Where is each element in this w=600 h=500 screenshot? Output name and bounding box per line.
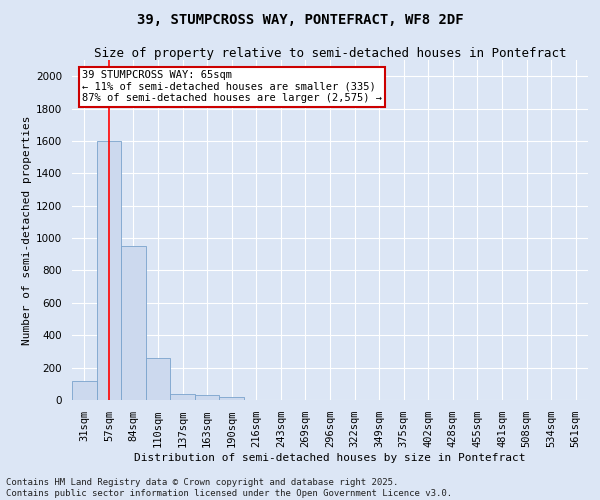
Bar [195,395,220,400]
Bar [170,394,195,400]
Y-axis label: Number of semi-detached properties: Number of semi-detached properties [22,116,32,345]
Title: Size of property relative to semi-detached houses in Pontefract: Size of property relative to semi-detach… [94,47,566,60]
Bar [220,397,244,400]
X-axis label: Distribution of semi-detached houses by size in Pontefract: Distribution of semi-detached houses by … [134,453,526,463]
Bar [72,380,97,400]
Text: Contains HM Land Registry data © Crown copyright and database right 2025.
Contai: Contains HM Land Registry data © Crown c… [6,478,452,498]
Text: 39, STUMPCROSS WAY, PONTEFRACT, WF8 2DF: 39, STUMPCROSS WAY, PONTEFRACT, WF8 2DF [137,12,463,26]
Text: 39 STUMPCROSS WAY: 65sqm
← 11% of semi-detached houses are smaller (335)
87% of : 39 STUMPCROSS WAY: 65sqm ← 11% of semi-d… [82,70,382,103]
Bar [121,246,146,400]
Bar [146,358,170,400]
Bar [97,141,121,400]
